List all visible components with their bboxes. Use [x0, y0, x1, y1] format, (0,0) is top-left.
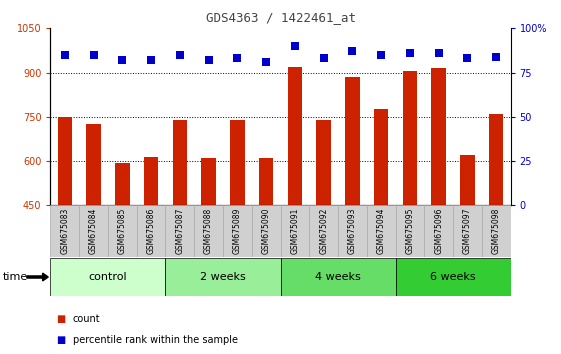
Bar [367, 205, 396, 257]
Text: 4 weeks: 4 weeks [315, 272, 361, 282]
Bar [309, 205, 338, 257]
Text: ■: ■ [56, 314, 65, 324]
Point [434, 50, 443, 56]
Bar [165, 258, 280, 296]
Text: GSM675092: GSM675092 [319, 208, 328, 254]
Point [291, 43, 300, 49]
Text: percentile rank within the sample: percentile rank within the sample [73, 335, 238, 345]
Text: GSM675091: GSM675091 [291, 208, 300, 254]
Text: GSM675088: GSM675088 [204, 208, 213, 254]
Text: GSM675097: GSM675097 [463, 208, 472, 255]
Text: GDS4363 / 1422461_at: GDS4363 / 1422461_at [205, 11, 356, 24]
Bar [201, 158, 216, 205]
Bar [482, 205, 511, 257]
Point [348, 48, 357, 54]
Text: ■: ■ [56, 335, 65, 345]
Bar [223, 205, 252, 257]
Bar [424, 205, 453, 257]
Bar [58, 117, 72, 205]
Point [89, 52, 98, 58]
Bar [50, 258, 165, 296]
Bar [108, 205, 137, 257]
Text: 2 weeks: 2 weeks [200, 272, 246, 282]
Point [376, 52, 385, 58]
Bar [115, 162, 130, 205]
Bar [50, 205, 79, 257]
Bar [403, 71, 417, 205]
Bar [173, 120, 187, 205]
Point [176, 52, 185, 58]
Text: control: control [89, 272, 127, 282]
Text: GSM675087: GSM675087 [176, 208, 185, 254]
Bar [431, 68, 446, 205]
Bar [137, 205, 165, 257]
Bar [79, 205, 108, 257]
Text: 6 weeks: 6 weeks [430, 272, 476, 282]
Point [204, 57, 213, 63]
Bar [230, 120, 245, 205]
Text: GSM675085: GSM675085 [118, 208, 127, 254]
Text: time: time [3, 272, 28, 282]
Point [118, 57, 127, 63]
Point [146, 57, 155, 63]
Bar [396, 205, 424, 257]
Text: GSM675083: GSM675083 [61, 208, 70, 254]
Text: GSM675093: GSM675093 [348, 208, 357, 255]
Point [406, 50, 415, 56]
Bar [316, 120, 331, 205]
Text: count: count [73, 314, 100, 324]
Text: GSM675084: GSM675084 [89, 208, 98, 254]
Bar [252, 205, 280, 257]
Bar [165, 205, 194, 257]
Text: GSM675095: GSM675095 [406, 208, 415, 255]
Bar [374, 109, 388, 205]
Text: GSM675090: GSM675090 [261, 208, 270, 255]
Point [233, 56, 242, 61]
Bar [280, 205, 309, 257]
Point [491, 54, 500, 59]
Bar [338, 205, 367, 257]
Bar [396, 258, 511, 296]
Bar [144, 156, 158, 205]
Bar [460, 155, 475, 205]
Bar [453, 205, 482, 257]
Text: GSM675096: GSM675096 [434, 208, 443, 255]
Bar [194, 205, 223, 257]
Bar [280, 258, 396, 296]
Bar [86, 124, 101, 205]
Bar [288, 67, 302, 205]
Bar [259, 158, 273, 205]
Text: GSM675098: GSM675098 [491, 208, 500, 254]
Point [261, 59, 270, 65]
Bar [489, 114, 503, 205]
Text: GSM675086: GSM675086 [146, 208, 155, 254]
Text: GSM675094: GSM675094 [376, 208, 385, 255]
Bar [345, 77, 360, 205]
Text: GSM675089: GSM675089 [233, 208, 242, 254]
Point [319, 56, 328, 61]
Point [61, 52, 70, 58]
Point [463, 56, 472, 61]
